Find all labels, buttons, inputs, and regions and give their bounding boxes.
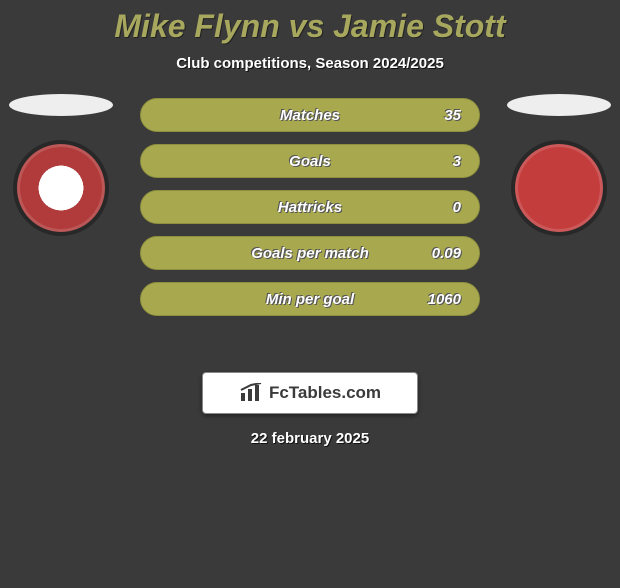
stats-bars: Matches 35 Goals 3 Hattricks 0 Goals per…	[140, 98, 480, 328]
stat-row-gpm: Goals per match 0.09	[140, 236, 480, 270]
player-left-column	[6, 94, 116, 232]
stat-right-value: 0.09	[411, 245, 461, 262]
bar-chart-icon	[239, 383, 263, 403]
stat-label: Goals	[209, 153, 411, 170]
stat-label: Hattricks	[209, 199, 411, 216]
source-badge: FcTables.com	[202, 372, 418, 414]
page-title: Mike Flynn vs Jamie Stott	[0, 8, 620, 45]
stat-row-mpg: Min per goal 1060	[140, 282, 480, 316]
comparison-date: 22 february 2025	[0, 430, 620, 447]
stat-row-hattricks: Hattricks 0	[140, 190, 480, 224]
player-right-column	[504, 94, 614, 232]
stat-right-value: 1060	[411, 291, 461, 308]
stat-row-matches: Matches 35	[140, 98, 480, 132]
season-subtitle: Club competitions, Season 2024/2025	[0, 55, 620, 72]
stat-right-value: 3	[411, 153, 461, 170]
source-text: FcTables.com	[269, 383, 381, 403]
player-right-photo	[507, 94, 611, 116]
stat-right-value: 0	[411, 199, 461, 216]
stat-label: Matches	[209, 107, 411, 124]
comparison-area: Matches 35 Goals 3 Hattricks 0 Goals per…	[0, 102, 620, 362]
stat-right-value: 35	[411, 107, 461, 124]
stat-row-goals: Goals 3	[140, 144, 480, 178]
club-badge-left	[17, 144, 105, 232]
player-left-photo	[9, 94, 113, 116]
club-badge-right	[515, 144, 603, 232]
stat-label: Min per goal	[209, 291, 411, 308]
stat-label: Goals per match	[209, 245, 411, 262]
